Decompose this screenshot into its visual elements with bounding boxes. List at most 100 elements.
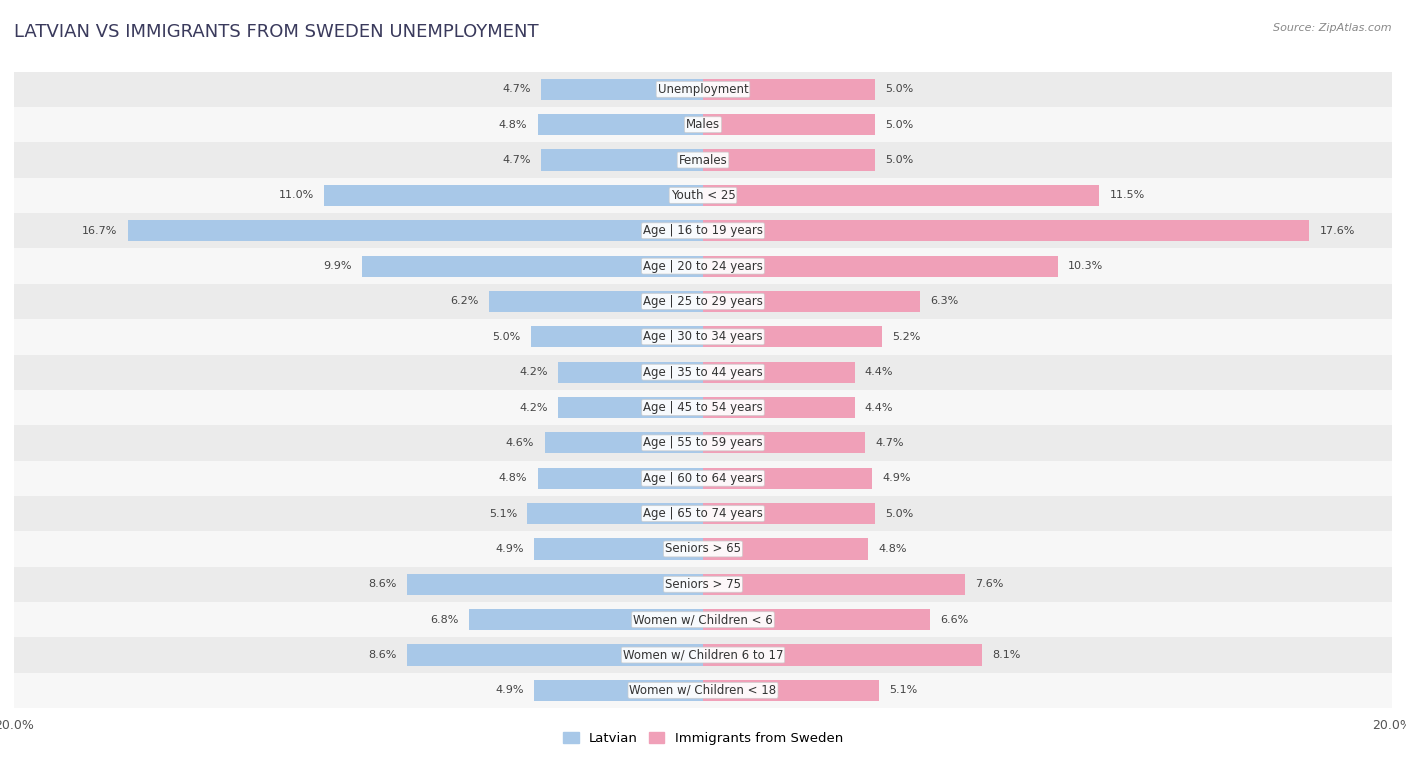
Text: 4.7%: 4.7% <box>502 84 531 95</box>
Bar <box>703 362 855 383</box>
Bar <box>703 397 855 418</box>
Text: 11.5%: 11.5% <box>1109 191 1144 201</box>
Bar <box>703 149 875 170</box>
Text: 4.9%: 4.9% <box>882 473 911 483</box>
Bar <box>703 256 1057 277</box>
Text: 4.8%: 4.8% <box>879 544 907 554</box>
Text: Males: Males <box>686 118 720 131</box>
Legend: Latvian, Immigrants from Sweden: Latvian, Immigrants from Sweden <box>558 727 848 750</box>
Text: 8.6%: 8.6% <box>368 579 396 589</box>
Text: 4.8%: 4.8% <box>499 473 527 483</box>
Text: 5.2%: 5.2% <box>893 332 921 342</box>
Bar <box>406 644 703 665</box>
Bar <box>14 496 1392 531</box>
Text: 4.4%: 4.4% <box>865 367 893 377</box>
Bar <box>541 149 703 170</box>
Bar <box>537 114 703 136</box>
Bar <box>534 538 703 559</box>
Text: 9.9%: 9.9% <box>323 261 352 271</box>
Bar <box>703 574 965 595</box>
Bar <box>527 503 703 524</box>
Text: 5.0%: 5.0% <box>886 509 914 519</box>
Bar <box>534 680 703 701</box>
Text: Age | 30 to 34 years: Age | 30 to 34 years <box>643 330 763 344</box>
Text: 8.6%: 8.6% <box>368 650 396 660</box>
Text: Unemployment: Unemployment <box>658 83 748 96</box>
Bar <box>128 220 703 241</box>
Text: 7.6%: 7.6% <box>976 579 1004 589</box>
Bar <box>703 291 920 312</box>
Text: Women w/ Children < 18: Women w/ Children < 18 <box>630 684 776 697</box>
Text: 4.4%: 4.4% <box>865 403 893 413</box>
Text: 5.1%: 5.1% <box>489 509 517 519</box>
Bar <box>406 574 703 595</box>
Text: Women w/ Children < 6: Women w/ Children < 6 <box>633 613 773 626</box>
Bar <box>537 468 703 489</box>
Bar <box>14 319 1392 354</box>
Bar <box>14 72 1392 107</box>
Bar <box>703 538 869 559</box>
Text: 5.1%: 5.1% <box>889 685 917 696</box>
Text: 11.0%: 11.0% <box>278 191 314 201</box>
Text: Age | 20 to 24 years: Age | 20 to 24 years <box>643 260 763 273</box>
Text: Age | 60 to 64 years: Age | 60 to 64 years <box>643 472 763 484</box>
Text: 4.7%: 4.7% <box>875 438 904 448</box>
Bar <box>361 256 703 277</box>
Bar <box>703 185 1099 206</box>
Text: 4.7%: 4.7% <box>502 155 531 165</box>
Bar <box>703 609 931 631</box>
Bar <box>558 362 703 383</box>
Text: Age | 45 to 54 years: Age | 45 to 54 years <box>643 401 763 414</box>
Bar <box>14 425 1392 460</box>
Bar <box>14 673 1392 708</box>
Text: 17.6%: 17.6% <box>1320 226 1355 235</box>
Bar <box>703 432 865 453</box>
Bar <box>468 609 703 631</box>
Bar <box>14 390 1392 425</box>
Text: 4.6%: 4.6% <box>506 438 534 448</box>
Text: Seniors > 75: Seniors > 75 <box>665 578 741 590</box>
Text: Women w/ Children 6 to 17: Women w/ Children 6 to 17 <box>623 649 783 662</box>
Bar <box>544 432 703 453</box>
Bar <box>541 79 703 100</box>
Text: 4.2%: 4.2% <box>519 367 548 377</box>
Bar <box>703 220 1309 241</box>
Text: Seniors > 65: Seniors > 65 <box>665 543 741 556</box>
Bar <box>14 460 1392 496</box>
Bar <box>14 142 1392 178</box>
Bar <box>14 248 1392 284</box>
Bar <box>703 79 875 100</box>
Text: 6.2%: 6.2% <box>451 297 479 307</box>
Bar <box>14 284 1392 319</box>
Text: 6.8%: 6.8% <box>430 615 458 625</box>
Bar <box>14 567 1392 602</box>
Text: Youth < 25: Youth < 25 <box>671 189 735 202</box>
Bar <box>14 531 1392 567</box>
Text: Age | 55 to 59 years: Age | 55 to 59 years <box>643 436 763 450</box>
Bar <box>703 114 875 136</box>
Bar <box>703 326 882 347</box>
Text: 8.1%: 8.1% <box>993 650 1021 660</box>
Text: Source: ZipAtlas.com: Source: ZipAtlas.com <box>1274 23 1392 33</box>
Bar <box>14 637 1392 673</box>
Bar <box>703 503 875 524</box>
Bar <box>14 107 1392 142</box>
Bar <box>531 326 703 347</box>
Text: 4.9%: 4.9% <box>495 685 524 696</box>
Text: LATVIAN VS IMMIGRANTS FROM SWEDEN UNEMPLOYMENT: LATVIAN VS IMMIGRANTS FROM SWEDEN UNEMPL… <box>14 23 538 41</box>
Text: 5.0%: 5.0% <box>492 332 520 342</box>
Text: Age | 25 to 29 years: Age | 25 to 29 years <box>643 295 763 308</box>
Text: Age | 35 to 44 years: Age | 35 to 44 years <box>643 366 763 378</box>
Bar <box>489 291 703 312</box>
Text: Age | 16 to 19 years: Age | 16 to 19 years <box>643 224 763 237</box>
Bar <box>14 354 1392 390</box>
Text: Age | 65 to 74 years: Age | 65 to 74 years <box>643 507 763 520</box>
Bar <box>703 644 981 665</box>
Bar <box>14 213 1392 248</box>
Text: 4.9%: 4.9% <box>495 544 524 554</box>
Text: 4.2%: 4.2% <box>519 403 548 413</box>
Text: 4.8%: 4.8% <box>499 120 527 129</box>
Text: 5.0%: 5.0% <box>886 84 914 95</box>
Bar <box>703 468 872 489</box>
Bar <box>14 178 1392 213</box>
